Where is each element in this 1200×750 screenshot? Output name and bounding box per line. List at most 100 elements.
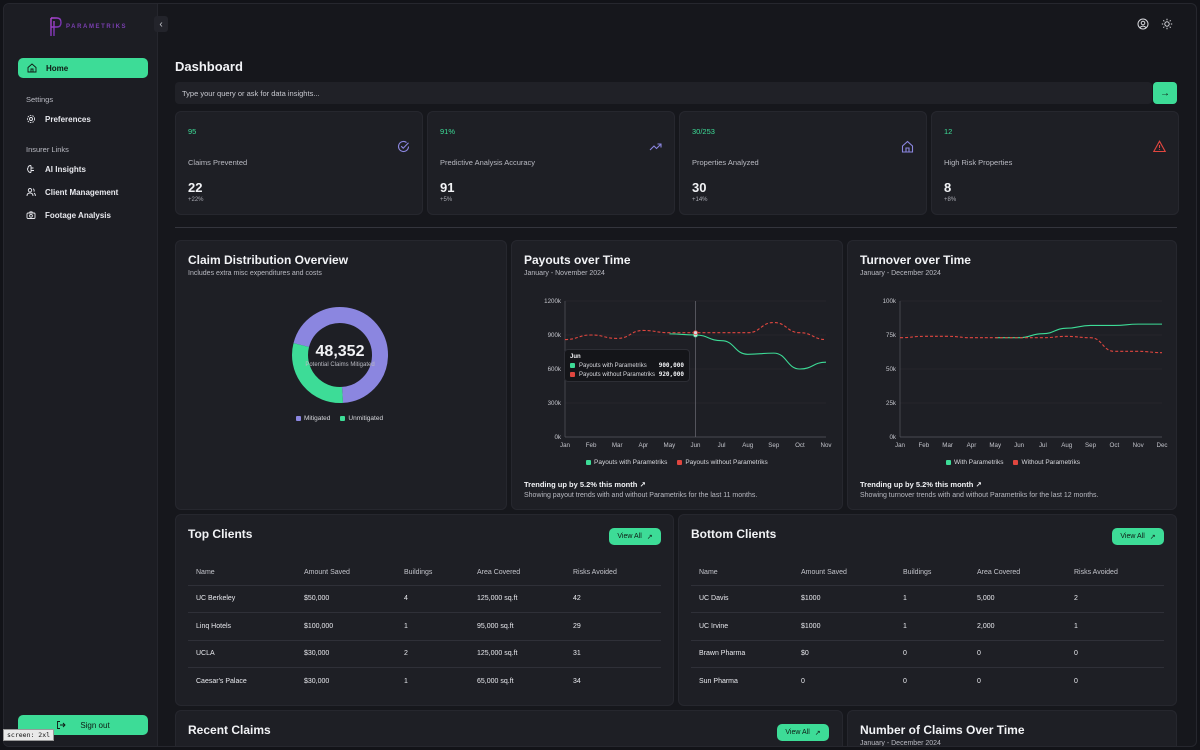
- sidebar-item-label: Footage Analysis: [45, 210, 111, 220]
- payouts-card: Payouts over Time January - November 202…: [511, 240, 843, 510]
- logo[interactable]: PARAMETRIKS: [48, 16, 127, 38]
- series-line-1: [564, 321, 827, 341]
- user-circle-icon[interactable]: [1137, 18, 1149, 30]
- column-header: Amount Saved: [793, 561, 895, 586]
- trend-text: Trending up by 5.2% this month ↗: [524, 480, 646, 489]
- table-row[interactable]: Linq Hotels $100,000 1 95,000 sq.ft 29: [188, 612, 661, 641]
- card-title: Top Clients: [188, 527, 253, 541]
- column-header: Area Covered: [469, 561, 565, 586]
- sidebar-item-client-management[interactable]: Client Management: [26, 187, 118, 197]
- x-tick-label: Aug: [742, 442, 754, 449]
- stat-value: 91: [440, 180, 455, 195]
- logo-text: PARAMETRIKS: [66, 24, 128, 30]
- table-row[interactable]: Brawn Pharma $0 0 0 0: [691, 640, 1164, 668]
- y-tick-label: 25k: [886, 400, 897, 407]
- send-query-button[interactable]: →: [1153, 82, 1177, 104]
- table-row[interactable]: UC Irvine $1000 1 2,000 1: [691, 612, 1164, 641]
- view-all-button[interactable]: View All ↗: [777, 724, 829, 741]
- sidebar-item-footage-analysis[interactable]: Footage Analysis: [26, 210, 111, 220]
- section-divider: [175, 227, 1177, 228]
- table-row[interactable]: UCLA $30,000 2 125,000 sq.ft 31: [188, 640, 661, 668]
- sidebar-item-ai-insights[interactable]: AI Insights: [26, 164, 86, 174]
- y-tick-label: 75k: [886, 332, 897, 339]
- stat-value: 22: [188, 180, 203, 195]
- stat-top-value: 12: [944, 127, 953, 136]
- sidebar-item-label: Client Management: [45, 187, 119, 197]
- chart-tooltip: Jun Payouts with Parametriks 900,000 Payo…: [564, 349, 690, 382]
- x-tick-label: Mar: [942, 442, 953, 449]
- stat-top-value: 91%: [440, 127, 456, 136]
- insurer-links-heading: Insurer Links: [26, 145, 69, 154]
- sidebar-item-label: Home: [46, 63, 69, 73]
- x-tick-label: Jul: [1039, 442, 1047, 449]
- stat-card-claims-prevented: 95 Claims Prevented 22 +22%: [175, 111, 423, 215]
- settings-heading: Settings: [26, 95, 54, 104]
- donut-slice-mitigated: [293, 307, 388, 403]
- stat-value: 30: [692, 180, 707, 195]
- sidebar-item-preferences[interactable]: Preferences: [26, 114, 91, 124]
- x-tick-label: Jul: [718, 442, 726, 449]
- sun-icon[interactable]: [1161, 18, 1173, 30]
- x-tick-label: Sep: [768, 442, 780, 449]
- payouts-legend: Payouts with Parametriks Payouts without…: [586, 459, 768, 466]
- view-all-button[interactable]: View All ↗: [609, 528, 661, 545]
- table-row[interactable]: Sun Pharma 0 0 0 0: [699, 678, 1078, 685]
- query-input[interactable]: [182, 88, 1082, 98]
- legend-item-without: Payouts without Parametriks: [677, 459, 768, 466]
- column-header: Buildings: [895, 561, 969, 586]
- y-tick-label: 0k: [889, 434, 896, 441]
- sidebar-collapse-button[interactable]: ‹: [154, 16, 168, 32]
- sidebar: PARAMETRIKS Home Settings Preferences In…: [4, 4, 158, 746]
- bottom-clients-table: Name Amount Saved Buildings Area Covered…: [691, 561, 1164, 695]
- trending-up-icon: ↗: [639, 480, 646, 489]
- table-row[interactable]: UC Davis $1000 1 5,000 2: [691, 585, 1164, 613]
- stat-value: 8: [944, 180, 952, 195]
- turnover-card: Turnover over Time January - December 20…: [847, 240, 1177, 510]
- tooltip-month: Jun: [570, 354, 581, 360]
- stat-label: High Risk Properties: [944, 158, 1013, 167]
- x-tick-label: May: [989, 442, 1002, 449]
- x-tick-label: Oct: [795, 442, 805, 449]
- recent-claims-card: Recent Claims View All ↗: [175, 710, 843, 746]
- x-tick-label: Jan: [560, 442, 571, 449]
- card-title: Number of Claims Over Time: [860, 723, 1025, 737]
- brain-icon: [27, 165, 34, 173]
- card-subtitle: January - December 2024: [860, 270, 941, 277]
- stat-card-predictive-accuracy: 91% Predictive Analysis Accuracy 91 +5%: [427, 111, 675, 215]
- sidebar-item-home[interactable]: Home: [18, 58, 148, 78]
- home-icon: [901, 140, 914, 153]
- donut-chart: 48,352 Potential Claims Mitigated: [292, 307, 388, 403]
- y-tick-label: 300k: [548, 400, 562, 407]
- stat-delta: +8%: [944, 197, 957, 203]
- stat-card-high-risk: 12 High Risk Properties 8 +8%: [931, 111, 1179, 215]
- donut-center-label: Potential Claims Mitigated: [305, 362, 374, 368]
- top-clients-table: Name Amount Saved Buildings Area Covered…: [188, 561, 661, 695]
- claims-over-time-card: Number of Claims Over Time January - Dec…: [847, 710, 1177, 746]
- stat-top-value: 30/253: [692, 127, 715, 136]
- table-row[interactable]: Caesar's Palace $30,000 1 65,000 sq.ft 34: [196, 678, 581, 685]
- log-out-icon: [57, 721, 66, 729]
- arrow-up-right-icon: ↗: [646, 533, 653, 541]
- turnover-legend: With Parametriks Without Parametriks: [946, 459, 1080, 466]
- column-header: Name: [188, 561, 296, 586]
- view-all-button[interactable]: View All ↗: [1112, 528, 1164, 545]
- donut-slice-unmitigated: [292, 343, 344, 403]
- x-tick-label: Apr: [967, 442, 977, 449]
- column-header: Name: [691, 561, 793, 586]
- stat-label: Claims Prevented: [188, 158, 248, 167]
- trending-up-icon: ↗: [975, 480, 982, 489]
- x-tick-label: Jun: [1014, 442, 1025, 449]
- card-title: Recent Claims: [188, 723, 271, 737]
- card-title: Payouts over Time: [524, 253, 631, 267]
- x-tick-label: May: [664, 442, 677, 449]
- stat-label: Properties Analyzed: [692, 158, 759, 167]
- legend-item-without: Without Parametriks: [1013, 459, 1080, 466]
- x-tick-label: Dec: [1156, 442, 1167, 449]
- table-row[interactable]: UC Berkeley $50,000 4 125,000 sq.ft 42: [188, 585, 661, 613]
- sidebar-item-label: Preferences: [45, 114, 91, 124]
- alert-triangle-icon: [1153, 140, 1166, 153]
- check-circle-icon: [397, 140, 410, 152]
- x-tick-label: Jan: [895, 442, 906, 449]
- tooltip-row: Payouts with Parametriks 900,000: [570, 362, 684, 369]
- y-tick-label: 50k: [886, 366, 897, 373]
